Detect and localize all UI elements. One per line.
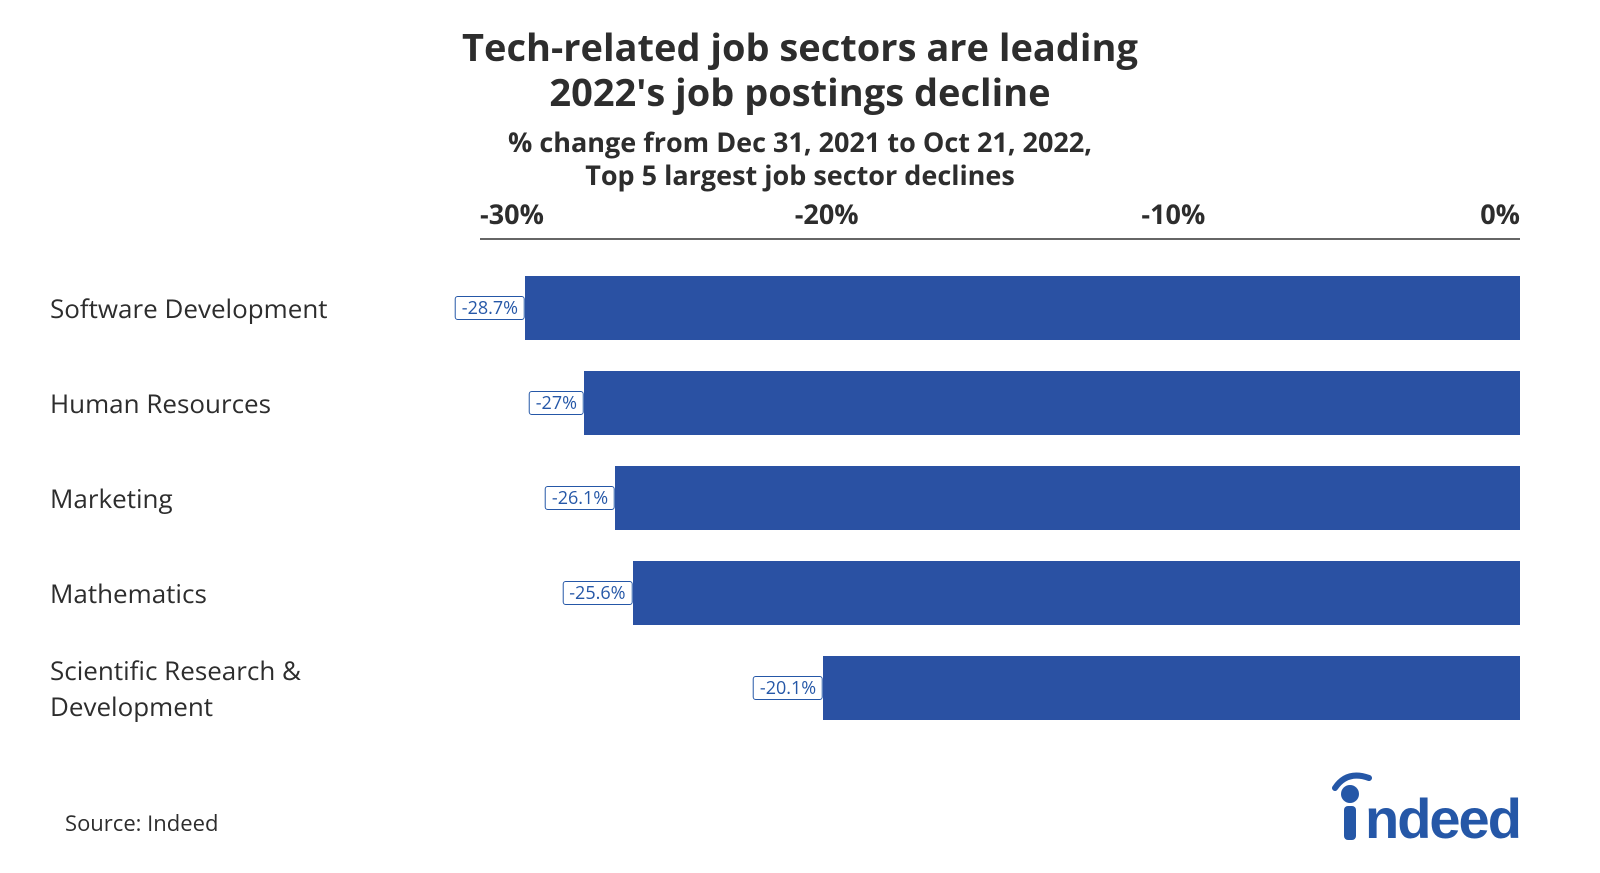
x-axis: -30%-20%-10%0%: [480, 200, 1520, 240]
svg-text:ndeed: ndeed: [1365, 787, 1520, 848]
bar: [584, 371, 1520, 435]
bar-row: Marketing-26.1%: [480, 450, 1520, 545]
y-label: Human Resources: [50, 385, 460, 421]
chart-title: Tech-related job sectors are leading2022…: [50, 25, 1550, 115]
bar-row: Software Development-28.7%: [480, 260, 1520, 355]
x-tick: -10%: [1141, 195, 1205, 232]
bar: [823, 656, 1520, 720]
value-label: -20.1%: [753, 676, 823, 700]
chart-subtitle: % change from Dec 31, 2021 to Oct 21, 20…: [50, 125, 1550, 193]
y-label: Software Development: [50, 290, 460, 326]
y-label: Mathematics: [50, 575, 460, 611]
bar: [633, 561, 1520, 625]
bar: [525, 276, 1520, 340]
value-label: -27%: [529, 391, 584, 415]
bar-row: Mathematics-25.6%: [480, 545, 1520, 640]
bar-row: Scientific Research & Development-20.1%: [480, 640, 1520, 735]
value-label: -25.6%: [562, 581, 632, 605]
x-tick: 0%: [1480, 195, 1520, 232]
bar: [615, 466, 1520, 530]
plot-area: -30%-20%-10%0% Software Development-28.7…: [480, 200, 1520, 760]
source-text: Source: Indeed: [65, 808, 218, 838]
x-tick: -20%: [795, 195, 859, 232]
indeed-logo: ndeed: [1325, 768, 1545, 853]
value-label: -26.1%: [545, 486, 615, 510]
y-label: Scientific Research & Development: [50, 652, 460, 724]
y-label: Marketing: [50, 480, 460, 516]
x-tick: -30%: [480, 195, 544, 232]
bars-container: Software Development-28.7%Human Resource…: [480, 240, 1520, 735]
bar-row: Human Resources-27%: [480, 355, 1520, 450]
value-label: -28.7%: [455, 296, 525, 320]
